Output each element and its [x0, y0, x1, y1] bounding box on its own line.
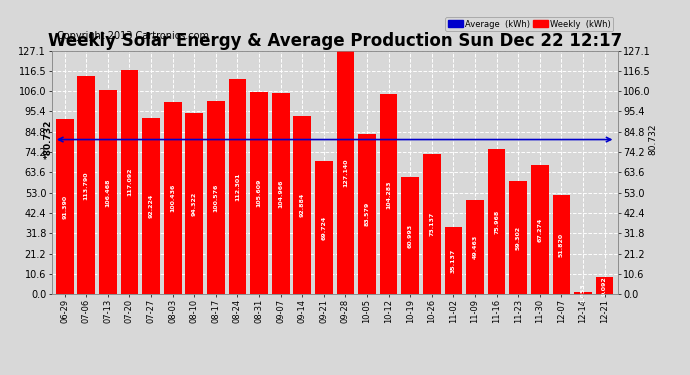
Text: 67.274: 67.274: [538, 218, 542, 242]
Bar: [272, 93, 290, 294]
Text: 112.301: 112.301: [235, 172, 240, 201]
Text: 51.820: 51.820: [559, 232, 564, 257]
Text: 69.724: 69.724: [322, 215, 326, 240]
Bar: [380, 94, 397, 294]
Bar: [250, 92, 268, 294]
Bar: [595, 277, 613, 294]
Text: 100.576: 100.576: [213, 184, 218, 212]
Legend: Average  (kWh), Weekly  (kWh): Average (kWh), Weekly (kWh): [445, 17, 613, 31]
Bar: [337, 51, 354, 294]
Text: 83.579: 83.579: [364, 202, 370, 226]
Text: 49.463: 49.463: [473, 235, 477, 259]
Text: 60.993: 60.993: [408, 224, 413, 248]
Bar: [56, 119, 74, 294]
Text: 73.137: 73.137: [429, 212, 434, 236]
Text: *80.732: *80.732: [44, 120, 53, 159]
Bar: [228, 79, 246, 294]
Bar: [444, 227, 462, 294]
Text: Copyright 2013 Cartronics.com: Copyright 2013 Cartronics.com: [57, 31, 209, 41]
Bar: [164, 102, 181, 294]
Text: 94.322: 94.322: [192, 192, 197, 216]
Bar: [574, 292, 592, 294]
Bar: [207, 102, 225, 294]
Text: 104.966: 104.966: [278, 180, 283, 208]
Text: 106.468: 106.468: [106, 178, 110, 207]
Bar: [423, 154, 441, 294]
Text: 104.283: 104.283: [386, 180, 391, 209]
Text: 100.436: 100.436: [170, 184, 175, 212]
Bar: [531, 165, 549, 294]
Bar: [402, 177, 419, 294]
Bar: [99, 90, 117, 294]
Bar: [315, 160, 333, 294]
Bar: [553, 195, 570, 294]
Bar: [186, 114, 203, 294]
Text: 75.968: 75.968: [494, 209, 499, 234]
Text: 1.053: 1.053: [580, 284, 586, 303]
Bar: [293, 116, 311, 294]
Title: Weekly Solar Energy & Average Production Sun Dec 22 12:17: Weekly Solar Energy & Average Production…: [48, 33, 622, 51]
Text: 92.884: 92.884: [299, 193, 305, 217]
Text: 9.092: 9.092: [602, 276, 607, 296]
Bar: [142, 117, 160, 294]
Bar: [509, 181, 527, 294]
Bar: [358, 134, 376, 294]
Bar: [488, 148, 506, 294]
Text: 127.140: 127.140: [343, 158, 348, 187]
Text: 35.137: 35.137: [451, 249, 456, 273]
Text: 80.732: 80.732: [649, 124, 658, 155]
Bar: [77, 76, 95, 294]
Text: 105.609: 105.609: [257, 179, 262, 207]
Text: 117.092: 117.092: [127, 168, 132, 196]
Text: 59.302: 59.302: [515, 225, 521, 250]
Text: 91.390: 91.390: [62, 195, 67, 219]
Bar: [121, 70, 139, 294]
Bar: [466, 200, 484, 294]
Text: 92.224: 92.224: [148, 194, 154, 218]
Text: 113.790: 113.790: [83, 171, 89, 200]
